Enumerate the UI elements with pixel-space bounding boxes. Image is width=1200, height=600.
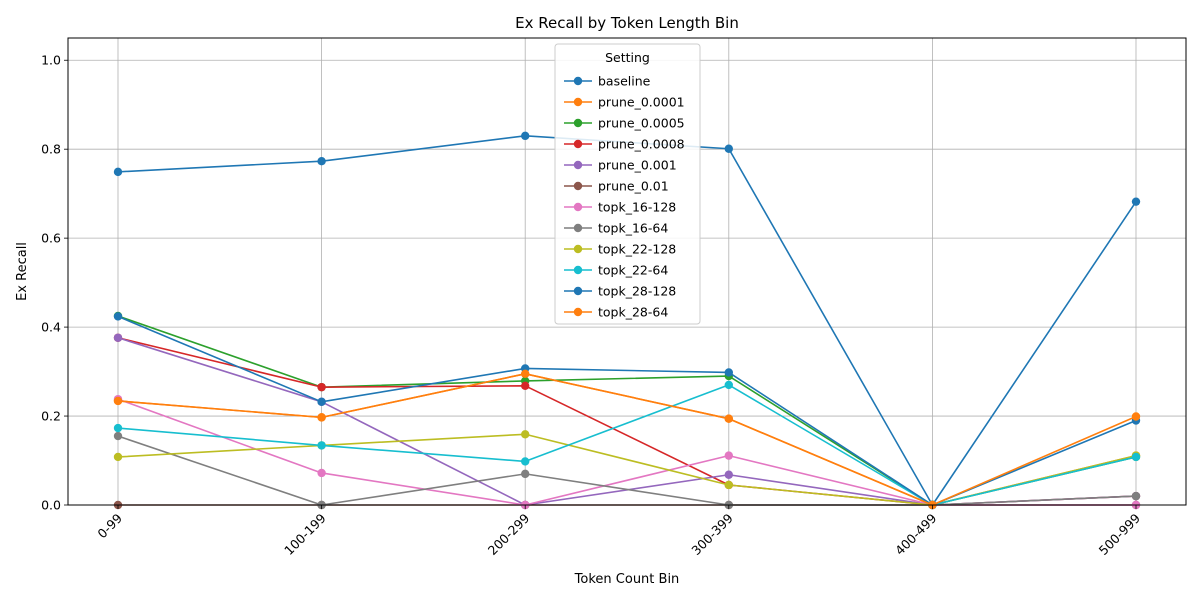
legend-item-prune_0.0008: prune_0.0008 [564, 137, 685, 152]
data-point [317, 382, 326, 392]
data-point [521, 369, 530, 378]
grid [68, 38, 1186, 506]
legend-marker [573, 181, 583, 191]
legend-item-prune_0.001: prune_0.001 [564, 158, 677, 173]
data-point [724, 451, 733, 460]
y-tick-label: 0.6 [41, 231, 61, 246]
y-axis-label: Ex Recall [15, 242, 30, 301]
legend-label: prune_0.001 [598, 158, 677, 173]
plot-frame [67, 37, 1187, 506]
legend-label: prune_0.0005 [598, 116, 685, 131]
legend-label: topk_28-64 [598, 305, 668, 320]
series-line [117, 372, 1137, 506]
legend-label: topk_28-128 [598, 284, 676, 299]
data-point [317, 468, 326, 478]
data-point [113, 333, 123, 342]
data-point [113, 452, 123, 462]
legend-label: topk_22-64 [598, 263, 668, 278]
data-point [317, 441, 326, 450]
legend-marker [573, 118, 583, 128]
data-point [521, 131, 530, 141]
data-point [1131, 412, 1141, 421]
legend-marker [573, 97, 583, 107]
y-tick-label: 0.8 [41, 142, 61, 157]
legend-label: topk_16-64 [598, 221, 668, 236]
chart-title: Ex Recall by Token Length Bin [515, 14, 739, 32]
legend-marker [573, 202, 583, 212]
y-tick-label: 1.0 [41, 53, 61, 68]
data-point [1131, 491, 1141, 501]
data-point [1131, 452, 1141, 462]
data-point [317, 397, 326, 407]
legend-marker [573, 286, 583, 296]
data-point [521, 381, 530, 391]
data-point [113, 312, 123, 321]
legend-item-topk_22-128: topk_22-128 [564, 242, 676, 257]
legend: Setting baseline prune_0.0001 prune_0.0005p… [554, 43, 701, 325]
data-point [521, 469, 530, 479]
data-point [521, 457, 530, 466]
legend-label: topk_16-128 [598, 200, 676, 215]
legend-box [554, 43, 701, 325]
data-point [724, 480, 733, 490]
series-line [117, 384, 1137, 506]
legend-item-prune_0.01: prune_0.01 [564, 179, 669, 194]
series-line [117, 435, 1137, 506]
legend-item-prune_0.0005: prune_0.0005 [564, 116, 685, 131]
legend-marker [573, 160, 583, 170]
legend-item-topk_28-128: topk_28-128 [564, 284, 676, 299]
legend-label: baseline [598, 74, 651, 89]
data-point [724, 380, 733, 390]
data-point [521, 430, 530, 439]
legend-item-topk_16-128: topk_16-128 [564, 200, 676, 215]
y-tick-label: 0.2 [41, 409, 61, 424]
legend-marker [573, 307, 583, 317]
legend-marker [573, 223, 583, 233]
data-point [724, 368, 733, 377]
data-point [113, 167, 123, 177]
legend-label: topk_22-128 [598, 242, 676, 257]
y-tick-label: 0.0 [41, 498, 61, 513]
x-axis-label: Token Count Bin [574, 572, 680, 587]
legend-item-baseline: baseline [564, 74, 651, 89]
legend-item-prune_0.0001: prune_0.0001 [564, 95, 685, 110]
legend-title: Setting [605, 50, 650, 65]
legend-marker [573, 139, 583, 149]
legend-marker [573, 76, 583, 86]
data-point [724, 144, 733, 153]
data-point [113, 423, 123, 433]
data-point [113, 396, 123, 406]
legend-label: prune_0.01 [598, 179, 669, 194]
series-topk_28-64 [113, 369, 1141, 510]
legend-item-topk_22-64: topk_22-64 [564, 263, 668, 278]
data-point [113, 431, 123, 441]
y-tick-label: 0.4 [41, 320, 61, 335]
data-point [724, 470, 733, 479]
data-point [317, 413, 326, 422]
data-point [724, 414, 733, 423]
legend-item-topk_28-64: topk_28-64 [564, 305, 668, 320]
legend-item-topk_16-64: topk_16-64 [564, 221, 668, 236]
data-point [1131, 197, 1141, 206]
legend-label: prune_0.0008 [598, 137, 685, 152]
data-point [317, 156, 326, 166]
legend-marker [573, 244, 583, 254]
legend-label: prune_0.0001 [598, 95, 685, 110]
legend-marker [573, 265, 583, 275]
